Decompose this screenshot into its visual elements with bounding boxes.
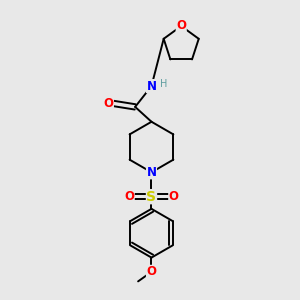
Text: O: O	[124, 190, 134, 203]
Text: N: N	[146, 166, 157, 179]
Text: O: O	[176, 19, 186, 32]
Text: N: N	[146, 80, 157, 93]
Text: O: O	[169, 190, 179, 203]
Text: O: O	[103, 97, 113, 110]
Text: S: S	[146, 190, 157, 204]
Text: O: O	[146, 266, 157, 278]
Text: H: H	[160, 79, 168, 89]
